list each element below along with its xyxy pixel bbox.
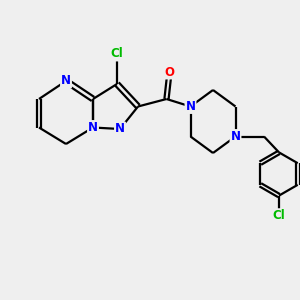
Text: N: N: [230, 130, 241, 143]
Text: N: N: [115, 122, 125, 136]
Text: N: N: [185, 100, 196, 113]
Text: N: N: [61, 74, 71, 88]
Text: N: N: [88, 121, 98, 134]
Text: Cl: Cl: [273, 209, 285, 222]
Text: O: O: [164, 65, 175, 79]
Text: Cl: Cl: [111, 47, 123, 61]
